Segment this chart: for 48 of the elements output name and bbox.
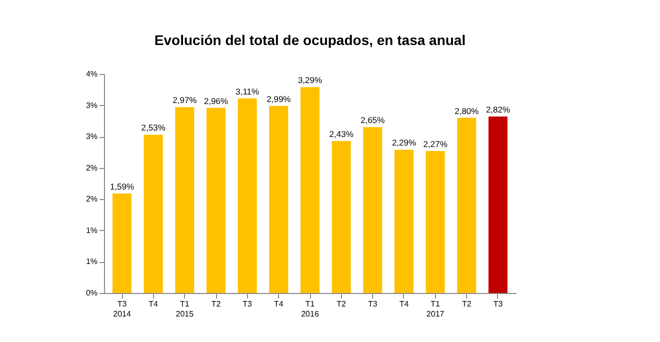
bar bbox=[112, 194, 132, 293]
data-label: 3,29% bbox=[298, 75, 322, 86]
data-label: 2,82% bbox=[486, 104, 510, 115]
chart-title: Evolución del total de ocupados, en tasa anual bbox=[154, 32, 466, 48]
y-tick-label: 2% bbox=[86, 163, 98, 172]
data-label: 2,27% bbox=[423, 138, 448, 149]
bar bbox=[332, 140, 351, 293]
y-tick-label: 1% bbox=[86, 226, 98, 235]
data-label: 2,65% bbox=[360, 115, 386, 126]
bar bbox=[144, 134, 163, 293]
y-tick-label: 3% bbox=[86, 100, 98, 110]
data-label: 2,97% bbox=[172, 95, 198, 106]
data-label: 2,96% bbox=[204, 96, 228, 106]
data-label: 2,53% bbox=[141, 122, 166, 133]
data-label: 2,29% bbox=[392, 138, 416, 148]
bar bbox=[457, 118, 476, 293]
bar bbox=[300, 87, 320, 293]
x-tick-label: T2 bbox=[211, 300, 222, 308]
data-label: 3,11% bbox=[236, 86, 260, 96]
bar bbox=[426, 150, 445, 293]
bar bbox=[206, 108, 226, 293]
y-tick-label: 4% bbox=[86, 70, 98, 78]
bar bbox=[238, 98, 257, 293]
x-tick-label: T3 bbox=[368, 300, 378, 308]
x-tick-label: T3 bbox=[493, 300, 504, 308]
y-tick-label: 1% bbox=[86, 257, 98, 266]
bar bbox=[269, 106, 288, 293]
x-tick-label: T2 bbox=[462, 300, 472, 308]
y-tick-label: 0% bbox=[86, 288, 98, 298]
x-tick-label: T3 bbox=[242, 300, 253, 308]
y-tick-label: 2% bbox=[86, 194, 98, 204]
bar bbox=[394, 150, 414, 293]
data-label: 2,80% bbox=[454, 106, 480, 116]
x-tick-label: T1 2016 bbox=[301, 300, 320, 318]
bar bbox=[363, 127, 382, 293]
data-label: 2,99% bbox=[266, 94, 292, 104]
bar bbox=[175, 107, 194, 293]
bar bbox=[488, 116, 508, 293]
x-tick-label: T4 bbox=[399, 300, 410, 308]
x-tick-label: T4 bbox=[148, 300, 159, 308]
x-tick-label: T4 bbox=[274, 300, 284, 308]
data-label: 2,43% bbox=[329, 128, 354, 139]
x-tick-label: T1 2017 bbox=[426, 300, 445, 318]
x-tick-label: T1 2015 bbox=[176, 300, 194, 318]
x-tick-label: T2 bbox=[336, 300, 347, 308]
x-tick-label: T3 2014 bbox=[113, 300, 132, 318]
data-label: 1,59% bbox=[110, 182, 135, 192]
y-tick-label: 3% bbox=[86, 132, 98, 142]
